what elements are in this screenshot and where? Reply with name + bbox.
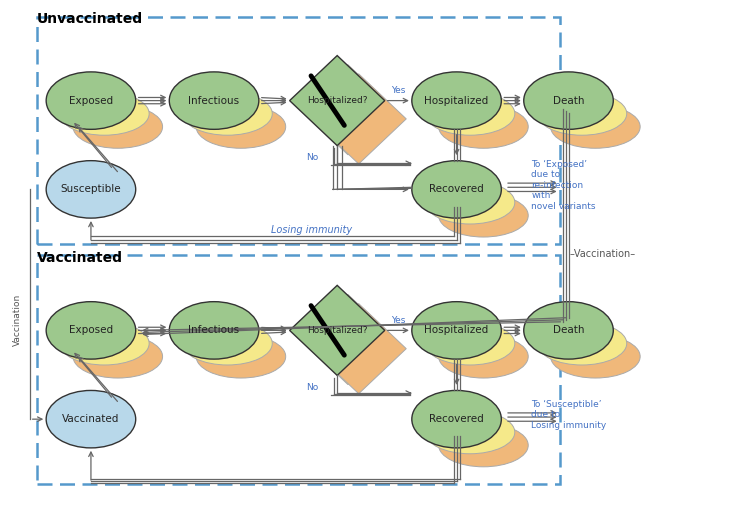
Text: No: No [306,153,318,162]
Text: To ‘Susceptible’
due to
Losing immunity: To ‘Susceptible’ due to Losing immunity [531,400,607,430]
Text: Vaccination: Vaccination [13,294,22,346]
Text: Hospitalized?: Hospitalized? [307,326,368,335]
Ellipse shape [169,72,259,129]
Ellipse shape [46,161,136,218]
Polygon shape [311,303,406,394]
Text: To ‘Exposed’
due to
re-infection
with
novel variants: To ‘Exposed’ due to re-infection with no… [531,160,595,211]
Ellipse shape [73,105,163,148]
Text: Losing immunity: Losing immunity [270,225,351,235]
Text: Recovered: Recovered [429,184,484,194]
Ellipse shape [439,105,528,148]
Ellipse shape [412,161,501,218]
Ellipse shape [551,105,640,148]
Text: Recovered: Recovered [429,414,484,424]
Ellipse shape [524,302,613,359]
Text: Susceptible: Susceptible [61,184,121,194]
Ellipse shape [551,335,640,378]
Ellipse shape [425,92,515,135]
Polygon shape [290,56,385,145]
Ellipse shape [73,335,163,378]
Text: Death: Death [553,326,584,335]
Ellipse shape [439,424,528,467]
Text: Vaccinated: Vaccinated [62,414,120,424]
Text: Yes: Yes [391,87,406,96]
Polygon shape [300,295,395,385]
Ellipse shape [169,302,259,359]
Ellipse shape [196,105,285,148]
Ellipse shape [46,72,136,129]
Ellipse shape [439,335,528,378]
Text: Hospitalized: Hospitalized [425,96,488,106]
Text: Unvaccinated: Unvaccinated [37,12,143,26]
Ellipse shape [46,302,136,359]
Ellipse shape [60,92,149,135]
Text: –Vaccination–: –Vaccination– [570,249,636,259]
Text: Exposed: Exposed [69,326,113,335]
Ellipse shape [425,411,515,454]
Ellipse shape [183,322,273,365]
Ellipse shape [537,322,627,365]
Ellipse shape [425,181,515,224]
Ellipse shape [196,335,285,378]
Ellipse shape [412,391,501,448]
Polygon shape [290,286,385,375]
Text: Hospitalized: Hospitalized [425,326,488,335]
Text: Hospitalized?: Hospitalized? [307,96,368,105]
Text: Exposed: Exposed [69,96,113,106]
Text: Yes: Yes [391,316,406,325]
Ellipse shape [439,194,528,237]
Text: Infectious: Infectious [189,326,240,335]
Ellipse shape [412,72,501,129]
Text: Vaccinated: Vaccinated [37,251,123,265]
Text: No: No [306,383,318,392]
Ellipse shape [537,92,627,135]
Text: Death: Death [553,96,584,106]
Ellipse shape [524,72,613,129]
Ellipse shape [412,302,501,359]
Polygon shape [311,74,406,164]
Ellipse shape [183,92,273,135]
Ellipse shape [46,391,136,448]
Ellipse shape [425,322,515,365]
Polygon shape [300,65,395,155]
Text: Infectious: Infectious [189,96,240,106]
Ellipse shape [60,322,149,365]
